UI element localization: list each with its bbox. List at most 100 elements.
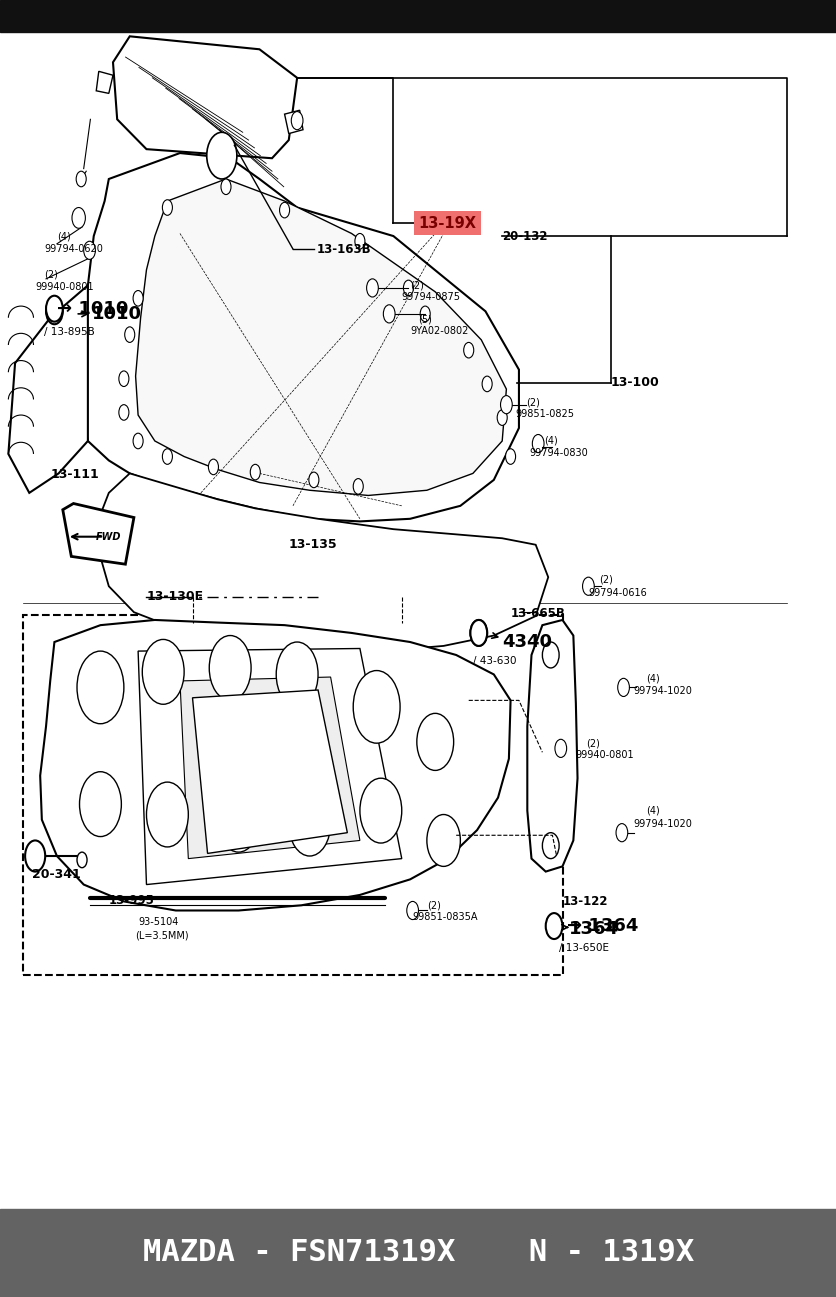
Circle shape [279,202,289,218]
Text: → 1010: → 1010 [57,300,128,318]
Circle shape [133,433,143,449]
Text: 99940-0801: 99940-0801 [574,750,633,760]
Polygon shape [99,473,548,651]
Circle shape [206,132,237,179]
Text: 1364: 1364 [568,920,619,938]
Text: 99794-1020: 99794-1020 [633,818,691,829]
Circle shape [209,636,251,700]
Polygon shape [135,179,506,495]
Text: FWD: FWD [96,532,121,542]
Text: (L=3.5MM): (L=3.5MM) [135,930,189,940]
Circle shape [46,296,63,322]
Polygon shape [138,648,401,885]
Circle shape [353,671,400,743]
Text: 13-122: 13-122 [562,895,607,908]
Text: (4): (4) [645,673,659,684]
Circle shape [217,787,259,852]
Circle shape [366,279,378,297]
Circle shape [250,464,260,480]
Circle shape [463,342,473,358]
Text: 99794-0620: 99794-0620 [44,244,103,254]
Circle shape [470,620,487,646]
Text: / 43-630: / 43-630 [472,656,516,667]
Circle shape [76,171,86,187]
Circle shape [383,305,395,323]
Bar [23,615,563,975]
Circle shape [353,479,363,494]
Circle shape [162,200,172,215]
Circle shape [359,778,401,843]
Circle shape [482,376,492,392]
Circle shape [208,459,218,475]
Polygon shape [180,677,359,859]
Circle shape [288,791,330,856]
Circle shape [276,642,318,707]
Text: / 13-650E: / 13-650E [558,943,609,953]
Text: 1010: 1010 [92,305,142,323]
Circle shape [500,396,512,414]
Circle shape [142,639,184,704]
Text: 99794-0830: 99794-0830 [528,447,587,458]
Text: 13-130E: 13-130E [146,590,203,603]
Text: 20-341: 20-341 [32,868,80,881]
Circle shape [615,824,627,842]
Circle shape [354,233,364,249]
Text: 93-5104: 93-5104 [138,917,178,927]
Text: (2): (2) [599,575,613,585]
Text: (2): (2) [426,900,441,910]
Circle shape [426,815,460,866]
Polygon shape [527,620,577,872]
Circle shape [420,306,430,322]
Circle shape [545,913,562,939]
Text: 20-132: 20-132 [502,230,547,243]
Circle shape [291,112,303,130]
Bar [0,1209,836,1297]
Text: → 1364: → 1364 [567,917,638,935]
Circle shape [77,651,124,724]
Circle shape [119,371,129,387]
Text: 99794-0616: 99794-0616 [588,588,646,598]
Text: 13-111: 13-111 [50,468,99,481]
Circle shape [505,449,515,464]
Text: 99851-0835A: 99851-0835A [412,912,477,922]
Text: 99940-0801: 99940-0801 [35,281,94,292]
Text: 99794-1020: 99794-1020 [633,686,691,696]
Polygon shape [284,110,303,134]
Circle shape [582,577,594,595]
Circle shape [617,678,629,696]
Text: MAZDA - FSN71319X    N - 1319X: MAZDA - FSN71319X N - 1319X [143,1239,693,1267]
Text: 13-995: 13-995 [109,894,155,907]
Circle shape [133,291,143,306]
Polygon shape [113,36,297,158]
Text: 4340: 4340 [502,633,552,651]
Polygon shape [192,690,347,853]
Circle shape [542,642,558,668]
Circle shape [532,434,543,453]
Text: (4): (4) [543,436,557,446]
Text: 99851-0825: 99851-0825 [515,409,573,419]
Text: (4): (4) [57,231,70,241]
Circle shape [46,298,63,324]
Circle shape [146,782,188,847]
Circle shape [497,410,507,425]
Text: 13-665B: 13-665B [510,607,565,620]
Circle shape [221,179,231,195]
Polygon shape [96,71,113,93]
Circle shape [470,620,487,646]
Text: 13-19X: 13-19X [418,215,477,231]
Text: 99794-0875: 99794-0875 [401,292,460,302]
Text: (2): (2) [44,270,59,280]
Text: / 13-895B: / 13-895B [44,327,95,337]
Text: (5): (5) [418,314,432,324]
Polygon shape [63,503,134,564]
Circle shape [542,833,558,859]
Circle shape [79,772,121,837]
Bar [0,0,836,32]
Circle shape [125,327,135,342]
Circle shape [119,405,129,420]
Text: (2): (2) [525,397,539,407]
Circle shape [84,241,95,259]
Circle shape [162,449,172,464]
Text: (2): (2) [410,280,424,291]
Polygon shape [79,153,518,521]
